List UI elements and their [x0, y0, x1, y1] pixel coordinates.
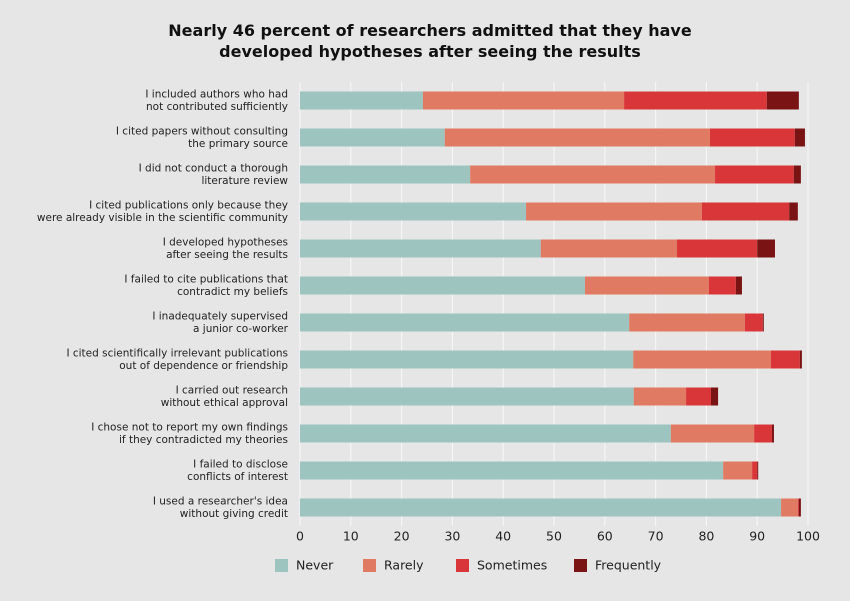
- bar-segment: [676, 239, 758, 258]
- x-tick-label: 40: [495, 529, 511, 544]
- y-tick-label: after seeing the results: [166, 249, 288, 261]
- bar-segment: [766, 91, 799, 110]
- x-axis: 0 10 20 30 40 50 60 70 80 90 100: [296, 529, 820, 544]
- x-tick-label: 10: [343, 529, 359, 544]
- y-tick-label: out of dependence or friendship: [119, 360, 288, 372]
- y-tick-label: a junior co-worker: [193, 323, 289, 335]
- bar-segment: [709, 128, 795, 147]
- legend-swatch: [275, 559, 288, 572]
- bar-segment: [633, 387, 687, 406]
- bar-segment: [757, 239, 775, 258]
- bar-segment: [624, 91, 767, 110]
- y-tick-label: I used a researcher's idea: [153, 495, 288, 507]
- y-tick-label: I developed hypotheses: [163, 236, 288, 248]
- bar-segment: [789, 202, 798, 221]
- bar-segment: [540, 239, 677, 258]
- bar-segment: [629, 313, 746, 332]
- bar-segment: [797, 498, 799, 517]
- x-tick-label: 80: [698, 529, 714, 544]
- x-tick-label: 20: [394, 529, 410, 544]
- y-tick-label: if they contradicted my theories: [119, 434, 288, 446]
- bar-segment: [300, 350, 634, 369]
- legend-label: Sometimes: [477, 558, 547, 573]
- bar-segment: [762, 313, 764, 332]
- x-tick-label: 0: [296, 529, 304, 544]
- bar-segment: [752, 461, 758, 480]
- bar-segment: [735, 276, 742, 295]
- bar-segment: [670, 424, 755, 443]
- y-tick-label: without giving credit: [180, 508, 288, 520]
- legend-label: Rarely: [384, 558, 424, 573]
- legend-swatch: [574, 559, 587, 572]
- bar-segment: [793, 165, 801, 184]
- bar-segment: [300, 313, 630, 332]
- y-tick-label: I cited publications only because they: [89, 199, 288, 211]
- bar-segment: [300, 276, 585, 295]
- bar-segment: [771, 424, 774, 443]
- bar-segment: [470, 165, 716, 184]
- legend-label: Never: [296, 558, 334, 573]
- bar-segment: [300, 387, 634, 406]
- bar-segment: [633, 350, 771, 369]
- chart-title: Nearly 46 percent of researchers admitte…: [168, 21, 692, 61]
- y-tick-label: I carried out research: [176, 384, 288, 396]
- legend-swatch: [456, 559, 469, 572]
- bar-segment: [715, 165, 794, 184]
- bar-segment: [686, 387, 711, 406]
- bar-segment: [526, 202, 702, 221]
- y-tick-label: the primary source: [188, 138, 288, 150]
- bar-segment: [584, 276, 709, 295]
- y-tick-label: not contributed sufficiently: [146, 101, 288, 113]
- y-tick-label: I did not conduct a thorough: [139, 162, 288, 174]
- bar-segment: [422, 91, 625, 110]
- x-tick-label: 90: [749, 529, 765, 544]
- bar-segment: [770, 350, 800, 369]
- bar-segment: [754, 424, 772, 443]
- y-tick-label: were already visible in the scientific c…: [37, 212, 288, 224]
- legend-label: Frequently: [595, 558, 662, 573]
- bar-segment: [794, 128, 805, 147]
- legend-swatch: [363, 559, 376, 572]
- bar-segment: [723, 461, 753, 480]
- bar-segment: [799, 350, 802, 369]
- bar-segment: [300, 128, 445, 147]
- y-tick-label: literature review: [201, 175, 288, 187]
- bar-segment: [300, 498, 782, 517]
- x-tick-label: 100: [796, 529, 820, 544]
- bar-segment: [757, 461, 759, 480]
- y-tick-label: I failed to disclose: [193, 458, 288, 470]
- y-tick-label: I inadequately supervised: [152, 310, 288, 322]
- x-tick-label: 60: [597, 529, 613, 544]
- x-tick-label: 70: [648, 529, 664, 544]
- bar-segment: [300, 461, 724, 480]
- x-tick-label: 50: [546, 529, 562, 544]
- y-tick-label: I cited papers without consulting: [116, 125, 288, 137]
- bar-segment: [300, 239, 541, 258]
- y-tick-label: I failed to cite publications that: [124, 273, 288, 285]
- bar-segment: [444, 128, 710, 147]
- bar-segment: [745, 313, 763, 332]
- y-tick-label: contradict my beliefs: [177, 286, 288, 298]
- bar-segment: [781, 498, 798, 517]
- y-tick-label: I included authors who had: [145, 88, 288, 100]
- bar-segment: [300, 202, 527, 221]
- y-tick-label: without ethical approval: [161, 397, 288, 409]
- y-tick-label: conflicts of interest: [187, 471, 288, 483]
- y-tick-label: I cited scientifically irrelevant public…: [66, 347, 288, 359]
- x-tick-label: 30: [444, 529, 460, 544]
- bar-segment: [710, 387, 719, 406]
- bar-segment: [708, 276, 736, 295]
- bar-segment: [300, 165, 471, 184]
- bar-segment: [701, 202, 790, 221]
- y-tick-label: I chose not to report my own findings: [91, 421, 288, 433]
- bar-segment: [300, 424, 671, 443]
- bar-segment: [300, 91, 423, 110]
- bar-segment: [798, 498, 801, 517]
